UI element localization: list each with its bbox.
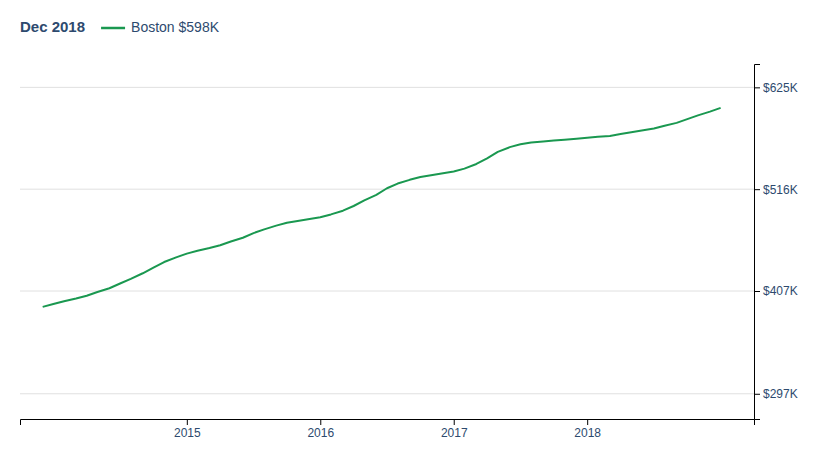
grid-line <box>20 291 754 292</box>
x-axis: 2015 2016 2017 2018 <box>21 419 755 440</box>
legend: Boston $598K <box>101 19 220 35</box>
x-tick: 2015 <box>174 419 201 440</box>
y-tick: $407K <box>754 284 798 298</box>
x-tick-label: 2015 <box>174 426 201 440</box>
y-tick: $516K <box>754 183 798 197</box>
x-tick-label: 2018 <box>574 426 601 440</box>
y-tick-mark <box>754 87 760 88</box>
y-tick: $625K <box>754 81 798 95</box>
y-tick-label: $625K <box>763 81 798 95</box>
plot-area <box>43 108 721 307</box>
line <box>43 108 721 307</box>
x-tick: 2017 <box>441 419 468 440</box>
x-tick-label: 2016 <box>307 426 334 440</box>
x-tick: 2018 <box>574 419 601 440</box>
x-tick-label: 2017 <box>441 426 468 440</box>
chart: 2015 2016 2017 2018 $625K $516K $407K $297K Dec … <box>0 0 826 457</box>
y-tick-label: $516K <box>763 183 798 197</box>
y-tick-mark <box>754 291 760 292</box>
y-tick-mark <box>754 189 760 190</box>
grid <box>20 87 754 393</box>
x-axis-line <box>21 420 755 426</box>
x-tick-mark <box>454 419 455 425</box>
legend-label: Boston $598K <box>131 19 220 35</box>
y-tick: $297K <box>754 387 798 401</box>
y-tick-label: $407K <box>763 284 798 298</box>
x-tick-mark <box>587 419 588 425</box>
y-tick-label: $297K <box>763 387 798 401</box>
y-axis-line <box>755 65 761 420</box>
y-tick-mark <box>754 394 760 395</box>
grid-line <box>20 393 754 394</box>
legend-swatch <box>101 27 125 30</box>
x-tick: 2016 <box>307 419 334 440</box>
x-tick-mark <box>320 419 321 425</box>
title: Dec 2018 <box>20 18 85 35</box>
x-tick-mark <box>187 419 188 425</box>
chart-container: 2015 2016 2017 2018 $625K $516K $407K $297K Dec … <box>0 0 826 457</box>
grid-line <box>20 87 754 88</box>
y-axis: $625K $516K $407K $297K <box>754 65 798 420</box>
